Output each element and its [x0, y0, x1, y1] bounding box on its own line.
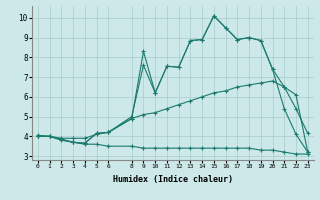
X-axis label: Humidex (Indice chaleur): Humidex (Indice chaleur) [113, 175, 233, 184]
